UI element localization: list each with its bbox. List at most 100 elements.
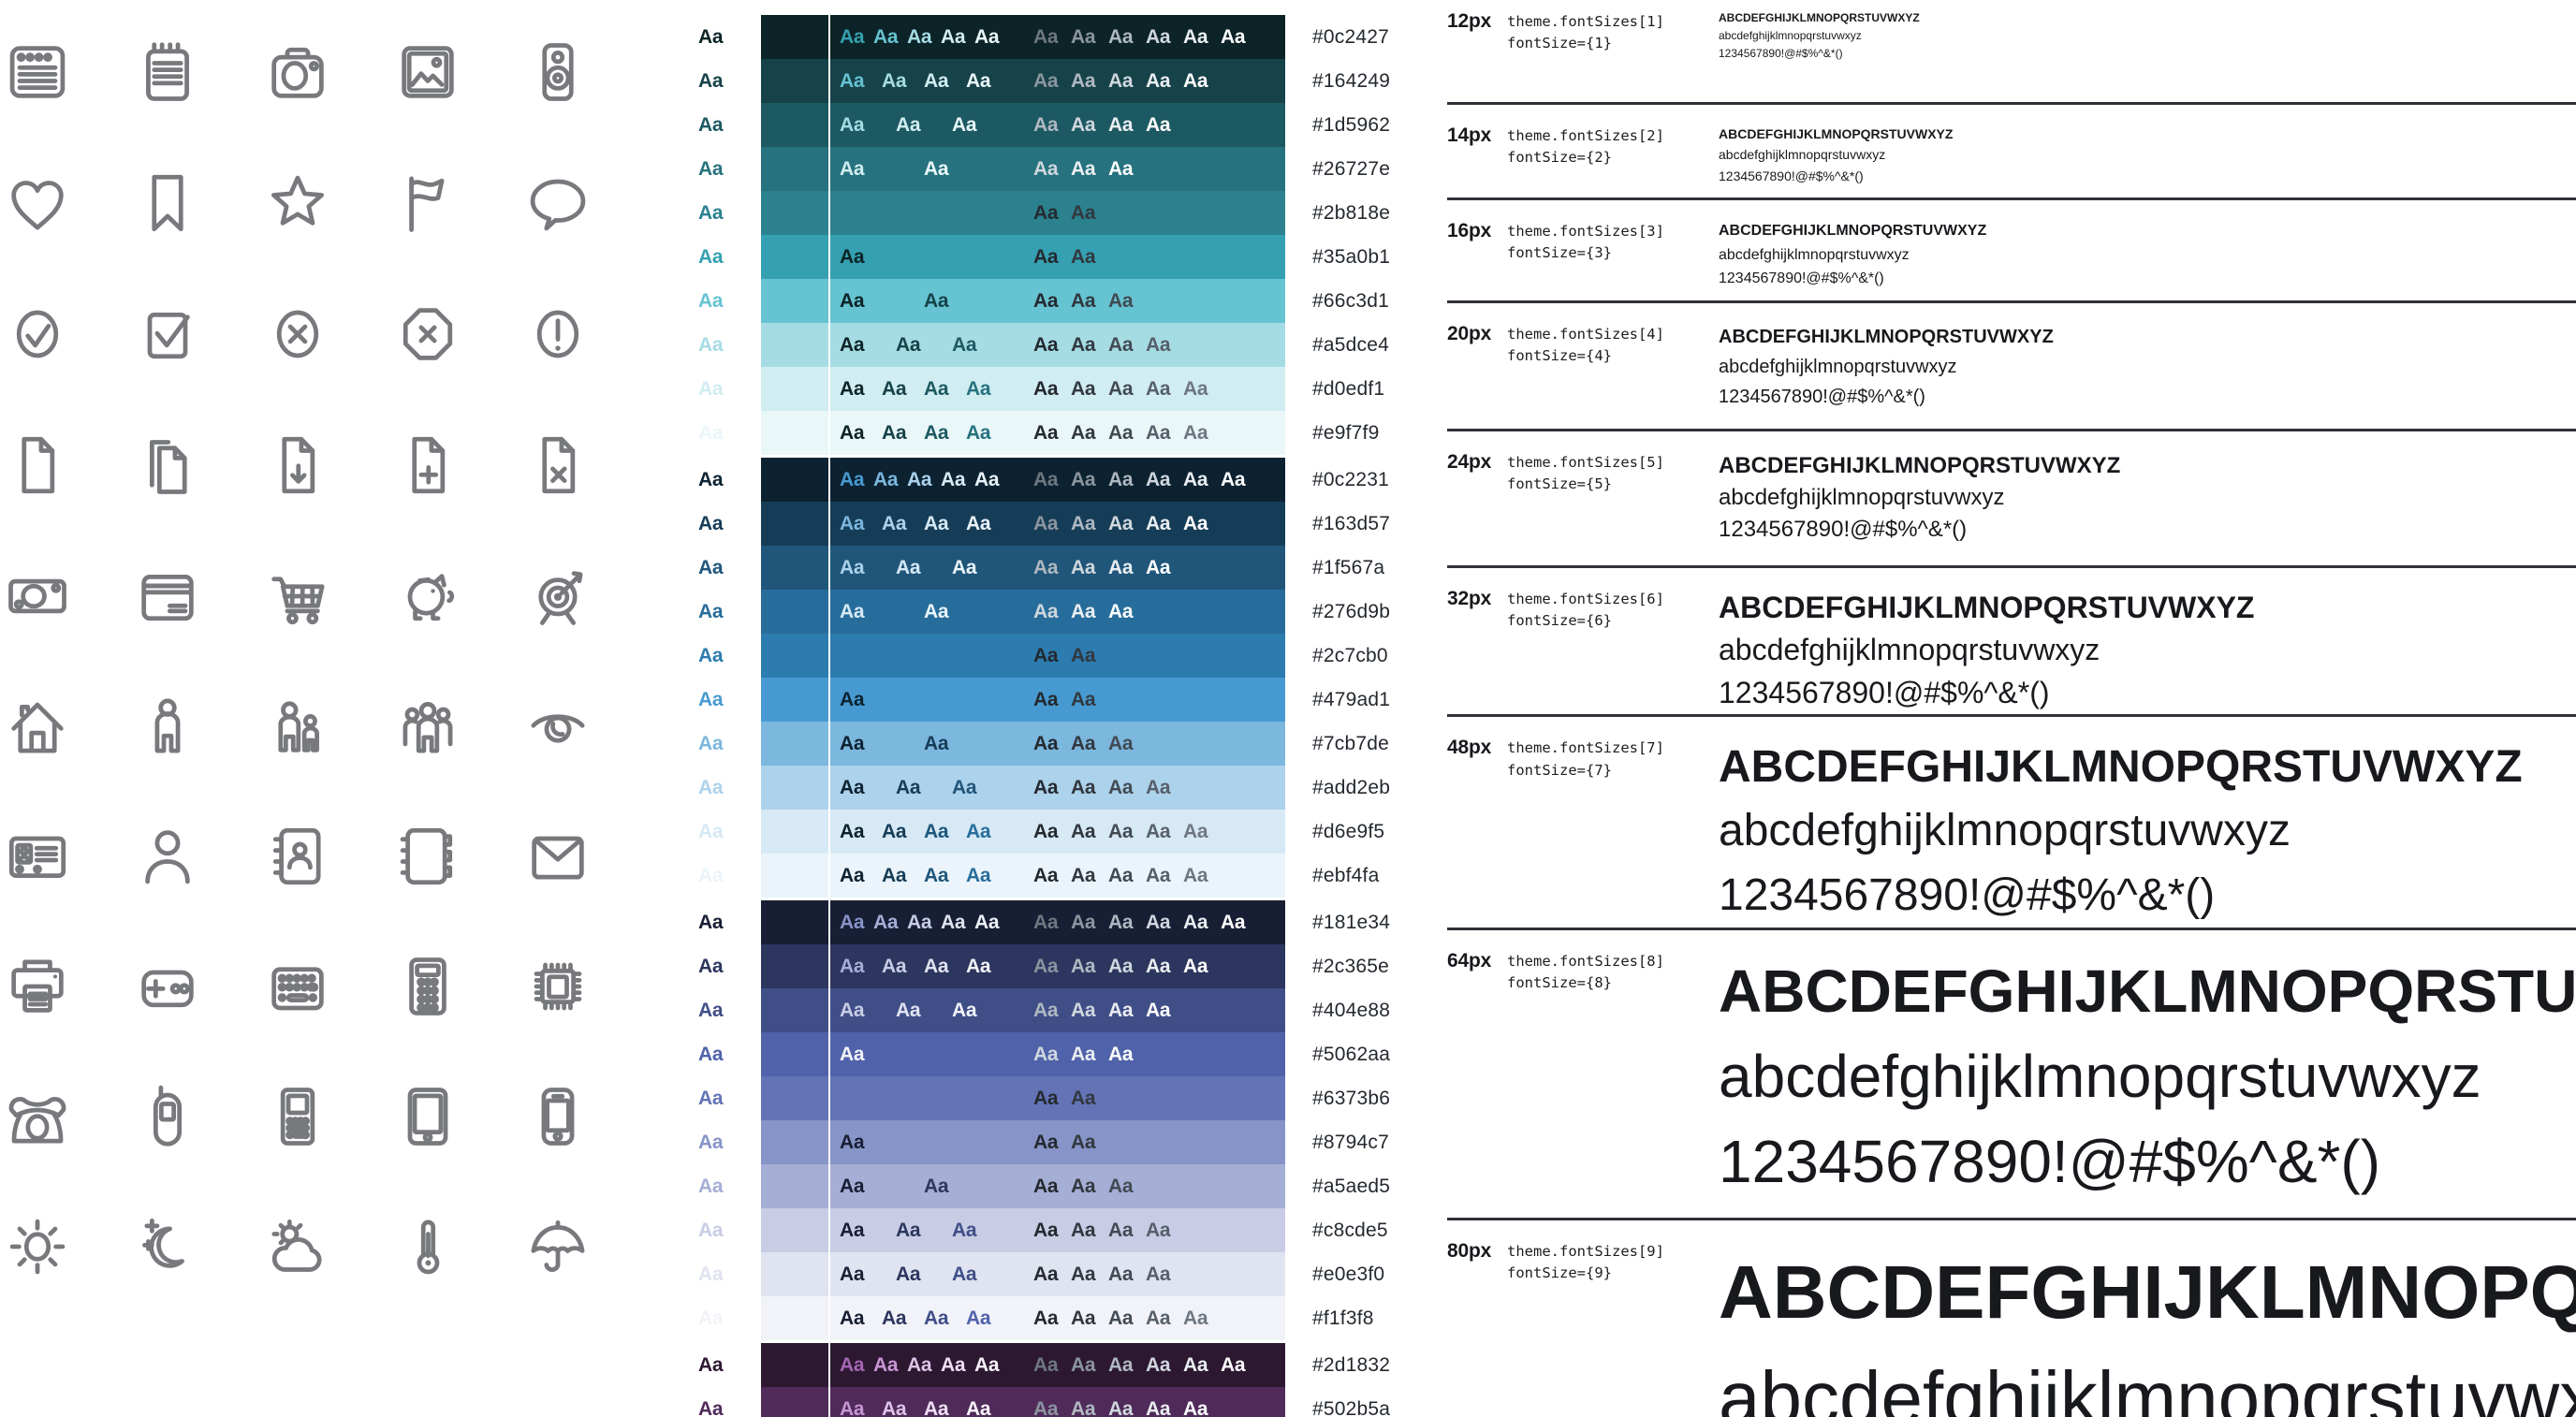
contrast-samples-gray: Aa Aa Aa Aa	[1033, 766, 1183, 810]
contrast-sample: Aa	[1146, 1354, 1171, 1376]
contrast-samples-tint: Aa Aa Aa Aa	[840, 854, 1008, 898]
contrast-sample: Aa	[966, 821, 991, 842]
contrast-sample: Aa	[1071, 1088, 1096, 1109]
hex-code: #add2eb	[1312, 777, 1391, 798]
type-scale-section-32px: 32px theme.fontSizes[6] fontSize={6} ABCDEF…	[1447, 565, 2576, 714]
contrast-sample: Aa	[1033, 513, 1059, 534]
contrast-sample: Aa	[1071, 334, 1096, 356]
keypad-phone-icon	[262, 1081, 333, 1152]
row-color-sample: Aa	[698, 378, 724, 400]
token-line-theme: theme.fontSizes[2]	[1507, 127, 1664, 144]
contrast-sample: Aa	[1071, 246, 1096, 268]
hex-code: #d6e9f5	[1312, 821, 1385, 842]
token-line-theme: theme.fontSizes[7]	[1507, 739, 1664, 757]
hex-code: #8794c7	[1312, 1132, 1389, 1153]
contrast-sample: Aa	[1033, 1044, 1059, 1065]
contrast-sample: Aa	[1108, 1220, 1134, 1241]
token-line-theme: theme.fontSizes[4]	[1507, 326, 1664, 343]
contrast-sample: Aa	[1108, 1176, 1134, 1197]
moon-stars-icon	[132, 1211, 203, 1282]
contrast-sample: Aa	[1183, 956, 1208, 977]
color-swatch: Aa Aa Aa Aa Aa Aa Aa	[761, 546, 1285, 590]
color-swatch: Aa Aa Aa Aa Aa Aa Aa Aa Aa	[761, 1387, 1285, 1417]
contrast-sample: Aa	[1108, 777, 1134, 798]
contrast-sample: Aa	[1071, 1132, 1096, 1153]
contrast-sample: Aa	[1146, 821, 1171, 842]
color-swatch: Aa Aa Aa Aa Aa Aa Aa Aa Aa	[761, 1296, 1285, 1340]
contrast-samples-gray: Aa Aa	[1033, 1120, 1108, 1164]
contrast-sample: Aa	[924, 1307, 949, 1329]
hex-code: #d0edf1	[1312, 378, 1385, 400]
type-scale-section-16px: 16px theme.fontSizes[3] fontSize={3} ABCDEF…	[1447, 197, 2576, 300]
specimen-lowercase: abcdefghijklmnopqrstuvwxyz	[1719, 485, 2005, 511]
contrast-sample: Aa	[1033, 202, 1059, 224]
contrast-sample: Aa	[1071, 1264, 1096, 1285]
contrast-sample: Aa	[840, 422, 865, 444]
font-size-label: 24px	[1447, 451, 1492, 473]
contrast-sample: Aa	[1033, 645, 1059, 666]
contrast-sample: Aa	[1071, 865, 1096, 886]
contrast-sample: Aa	[966, 865, 991, 886]
contrast-samples-tint: Aa Aa Aa Aa	[840, 944, 1008, 988]
specimen-numbers: 1234567890!@#$%^&*()	[1719, 1127, 2381, 1195]
palette-row-blue-8: Aa Aa Aa Aa Aa Aa Aa Aa #add2eb	[0, 766, 1442, 810]
specimen-uppercase: ABCDEFGHIJKLMNOPQRSTUVWXYZ	[1719, 591, 2255, 624]
contrast-sample: Aa	[1146, 513, 1171, 534]
specimen-uppercase: ABCDEFGHIJKLMNOPQRSTUVWXYZ	[1719, 957, 2576, 1025]
palette-row-teal-6: Aa Aa Aa Aa #35a0b1	[0, 235, 1442, 279]
token-line-prop: fontSize={2}	[1507, 149, 1612, 167]
contrast-sample: Aa	[1183, 513, 1208, 534]
font-size-token: theme.fontSizes[5] fontSize={5}	[1507, 450, 1719, 496]
row-color-sample: Aa	[698, 422, 724, 444]
contrast-sample: Aa	[1108, 912, 1134, 933]
contrast-samples-gray: Aa Aa Aa Aa Aa	[1033, 502, 1221, 546]
token-line-theme: theme.fontSizes[3]	[1507, 223, 1664, 240]
contrast-sample: Aa	[1146, 1220, 1171, 1241]
color-swatch: Aa Aa Aa Aa Aa Aa Aa	[761, 103, 1285, 147]
contrast-sample: Aa	[840, 1000, 865, 1021]
contrast-sample: Aa	[1108, 956, 1134, 977]
contrast-sample: Aa	[1033, 70, 1059, 92]
contrast-sample: Aa	[882, 513, 907, 534]
contrast-samples-tint: Aa Aa Aa	[840, 546, 1008, 590]
row-color-sample: Aa	[698, 290, 724, 312]
contrast-sample: Aa	[1033, 956, 1059, 977]
token-line-theme: theme.fontSizes[8]	[1507, 952, 1664, 970]
contrast-sample: Aa	[896, 114, 921, 136]
font-size-token: theme.fontSizes[8] fontSize={8}	[1507, 949, 1719, 995]
hex-code: #502b5a	[1312, 1398, 1391, 1417]
specimen-lowercase: abcdefghijklmnopqrstuvwxyz	[1719, 357, 1957, 377]
contrast-samples-tint: Aa Aa	[840, 722, 1008, 766]
specimen-numbers: 1234567890!@#$%^&*()	[1719, 869, 2216, 920]
contrast-sample: Aa	[1146, 1307, 1171, 1329]
contrast-sample: Aa	[840, 1132, 865, 1153]
row-color-sample: Aa	[698, 158, 724, 180]
token-line-prop: fontSize={7}	[1507, 761, 1612, 779]
calculator-icon	[392, 951, 463, 1022]
color-swatch: Aa Aa Aa Aa Aa Aa Aa	[761, 1208, 1285, 1252]
contrast-sample: Aa	[882, 865, 907, 886]
contrast-sample: Aa	[924, 290, 949, 312]
row-color-sample: Aa	[698, 1132, 724, 1153]
chip-icon	[522, 951, 593, 1022]
contrast-sample: Aa	[974, 1354, 1000, 1376]
contrast-samples-gray: Aa Aa Aa Aa Aa	[1033, 854, 1221, 898]
contrast-samples-gray: Aa Aa	[1033, 678, 1108, 722]
hex-code: #5062aa	[1312, 1044, 1391, 1065]
contrast-sample: Aa	[1146, 1398, 1171, 1417]
contrast-sample: Aa	[840, 733, 865, 754]
contrast-sample: Aa	[840, 290, 865, 312]
swatch-divider-line	[828, 900, 830, 1340]
heart-icon	[2, 168, 73, 239]
specimen-uppercase: ABCDEFGHIJKLMNOPQRSTUVWXYZ	[1719, 11, 1920, 24]
contrast-sample: Aa	[1108, 1354, 1134, 1376]
row-color-sample: Aa	[698, 1307, 724, 1329]
contrast-sample: Aa	[1033, 378, 1059, 400]
sun-cloud-icon	[262, 1211, 333, 1282]
specimen-lowercase: abcdefghijklmnopqrstuvwxyz	[1719, 246, 1910, 263]
target-icon	[522, 561, 593, 632]
file-x-icon	[522, 430, 593, 501]
hex-code: #2c365e	[1312, 956, 1389, 977]
contrast-sample: Aa	[840, 1220, 865, 1241]
token-line-prop: fontSize={1}	[1507, 35, 1612, 52]
